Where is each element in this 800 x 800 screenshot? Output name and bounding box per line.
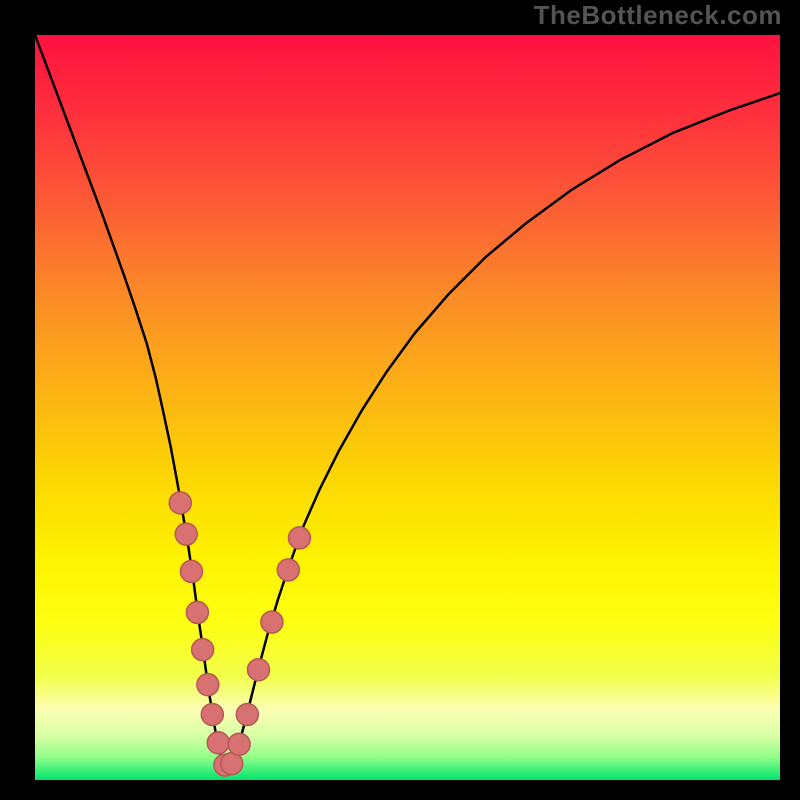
data-marker [197, 674, 219, 696]
data-marker [228, 733, 250, 755]
data-marker [201, 703, 223, 725]
bottleneck-curve-chart [35, 35, 780, 780]
data-marker [169, 492, 191, 514]
data-marker [192, 639, 214, 661]
data-marker [261, 611, 283, 633]
data-marker [186, 601, 208, 623]
data-marker [207, 732, 229, 754]
data-marker [180, 560, 202, 582]
data-marker [248, 659, 270, 681]
data-marker [175, 523, 197, 545]
chart-background [35, 35, 780, 780]
chart-plot-area [35, 35, 780, 780]
data-marker [288, 527, 310, 549]
watermark-text: TheBottleneck.com [534, 0, 782, 31]
data-marker [236, 703, 258, 725]
data-marker [277, 559, 299, 581]
